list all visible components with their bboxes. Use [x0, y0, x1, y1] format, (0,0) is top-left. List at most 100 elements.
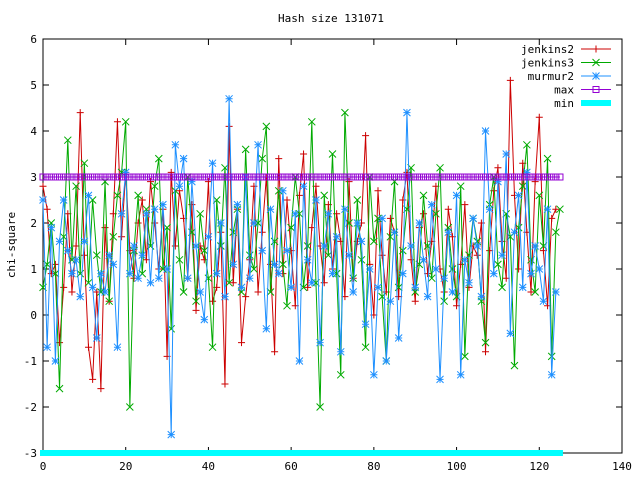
- data-point-max: [101, 173, 109, 181]
- data-point-murmur2: [407, 242, 415, 250]
- data-point-jenkins2: [461, 201, 469, 209]
- data-point-murmur2: [212, 269, 221, 278]
- data-point-jenkins3: [134, 191, 142, 200]
- x-tick-label: 40: [202, 460, 215, 473]
- data-point-max: [395, 173, 403, 181]
- data-point-jenkins2: [419, 210, 427, 218]
- data-point-jenkins3: [419, 191, 428, 200]
- data-point-max: [151, 173, 159, 181]
- data-point-murmur2: [216, 219, 225, 227]
- data-point-max: [349, 173, 357, 181]
- data-point-max: [217, 173, 225, 181]
- y-tick-label: -3: [24, 447, 37, 460]
- data-point-jenkins3: [456, 182, 465, 191]
- data-point-jenkins2: [200, 256, 208, 264]
- data-point-jenkins3: [436, 163, 444, 172]
- data-point-max: [275, 173, 283, 181]
- data-point-murmur2: [481, 127, 490, 135]
- data-point-murmur2: [320, 242, 329, 250]
- x-tick-label: 120: [529, 460, 549, 473]
- legend-swatch-marker: [592, 58, 600, 67]
- data-point-jenkins2: [527, 288, 535, 296]
- data-point-murmur2: [551, 288, 560, 296]
- data-point-max: [56, 173, 64, 181]
- data-point-murmur2: [370, 370, 378, 379]
- data-point-max: [556, 173, 564, 181]
- data-point-jenkins2: [535, 113, 543, 121]
- data-point-max: [271, 173, 279, 181]
- data-point-jenkins2: [68, 288, 76, 296]
- data-point-jenkins2: [113, 118, 121, 126]
- data-point-max: [473, 173, 481, 181]
- data-point-max: [47, 173, 55, 181]
- data-point-max: [461, 173, 469, 181]
- data-point-max: [374, 173, 382, 181]
- legend-swatch-marker: [592, 86, 600, 93]
- data-point-max: [142, 173, 150, 181]
- data-point-jenkins3: [196, 209, 205, 218]
- data-point-jenkins3: [353, 196, 362, 204]
- data-point-jenkins2: [258, 228, 266, 236]
- data-point-max: [238, 173, 246, 181]
- data-point-murmur2: [250, 219, 258, 227]
- data-point-murmur2: [142, 209, 151, 218]
- data-point-max: [535, 173, 543, 181]
- data-point-murmur2: [336, 347, 345, 356]
- data-point-murmur2: [469, 214, 477, 223]
- data-point-max: [43, 173, 51, 181]
- legend-label-min: min: [554, 97, 574, 110]
- data-point-murmur2: [440, 274, 449, 283]
- data-point-max: [287, 173, 295, 181]
- data-point-jenkins3: [370, 237, 378, 246]
- data-point-murmur2: [279, 186, 287, 195]
- data-point-murmur2: [55, 237, 64, 246]
- data-point-jenkins2: [362, 132, 370, 140]
- data-point-murmur2: [117, 209, 126, 218]
- data-point-jenkins2: [89, 375, 97, 383]
- data-point-murmur2: [208, 159, 217, 168]
- data-point-jenkins2: [300, 150, 308, 158]
- data-point-jenkins2: [204, 178, 212, 186]
- data-point-max: [233, 173, 241, 181]
- data-point-jenkins3: [328, 150, 337, 158]
- data-point-max: [490, 173, 498, 181]
- data-point-jenkins3: [320, 191, 329, 200]
- data-point-max: [510, 173, 518, 181]
- y-tick-label: 3: [30, 171, 37, 184]
- data-point-max: [196, 173, 204, 181]
- legend-label-jenkins3: jenkins3: [521, 57, 574, 70]
- data-point-murmur2: [43, 343, 51, 352]
- data-point-murmur2: [411, 283, 420, 292]
- data-point-max: [329, 173, 336, 181]
- data-point-jenkins2: [386, 214, 394, 222]
- data-point-jenkins2: [56, 339, 64, 347]
- data-point-murmur2: [47, 223, 56, 232]
- data-point-max: [432, 173, 440, 181]
- y-tick-label: -2: [24, 401, 37, 414]
- data-point-murmur2: [489, 269, 498, 278]
- data-point-jenkins2: [51, 260, 59, 268]
- legend-label-jenkins2: jenkins2: [521, 43, 574, 56]
- data-point-max: [544, 173, 552, 181]
- data-point-murmur2: [324, 209, 333, 218]
- data-point-murmur2: [179, 154, 188, 163]
- data-point-murmur2: [283, 246, 291, 255]
- data-point-murmur2: [109, 260, 118, 269]
- data-point-jenkins2: [320, 279, 328, 287]
- data-point-jenkins3: [55, 384, 64, 393]
- data-point-max: [126, 173, 134, 181]
- data-point-jenkins2: [345, 178, 353, 186]
- data-point-max: [175, 173, 183, 181]
- data-point-max: [250, 173, 258, 181]
- data-point-max: [93, 173, 101, 181]
- data-point-max: [97, 173, 105, 181]
- data-point-jenkins2: [93, 288, 101, 296]
- data-point-max: [39, 173, 47, 181]
- data-point-murmur2: [245, 274, 254, 283]
- data-point-murmur2: [138, 251, 147, 260]
- legend-swatch-bar: [581, 100, 611, 106]
- data-point-jenkins2: [407, 256, 415, 264]
- data-point-max: [531, 173, 539, 181]
- data-point-murmur2: [465, 278, 473, 287]
- data-point-max: [291, 173, 299, 181]
